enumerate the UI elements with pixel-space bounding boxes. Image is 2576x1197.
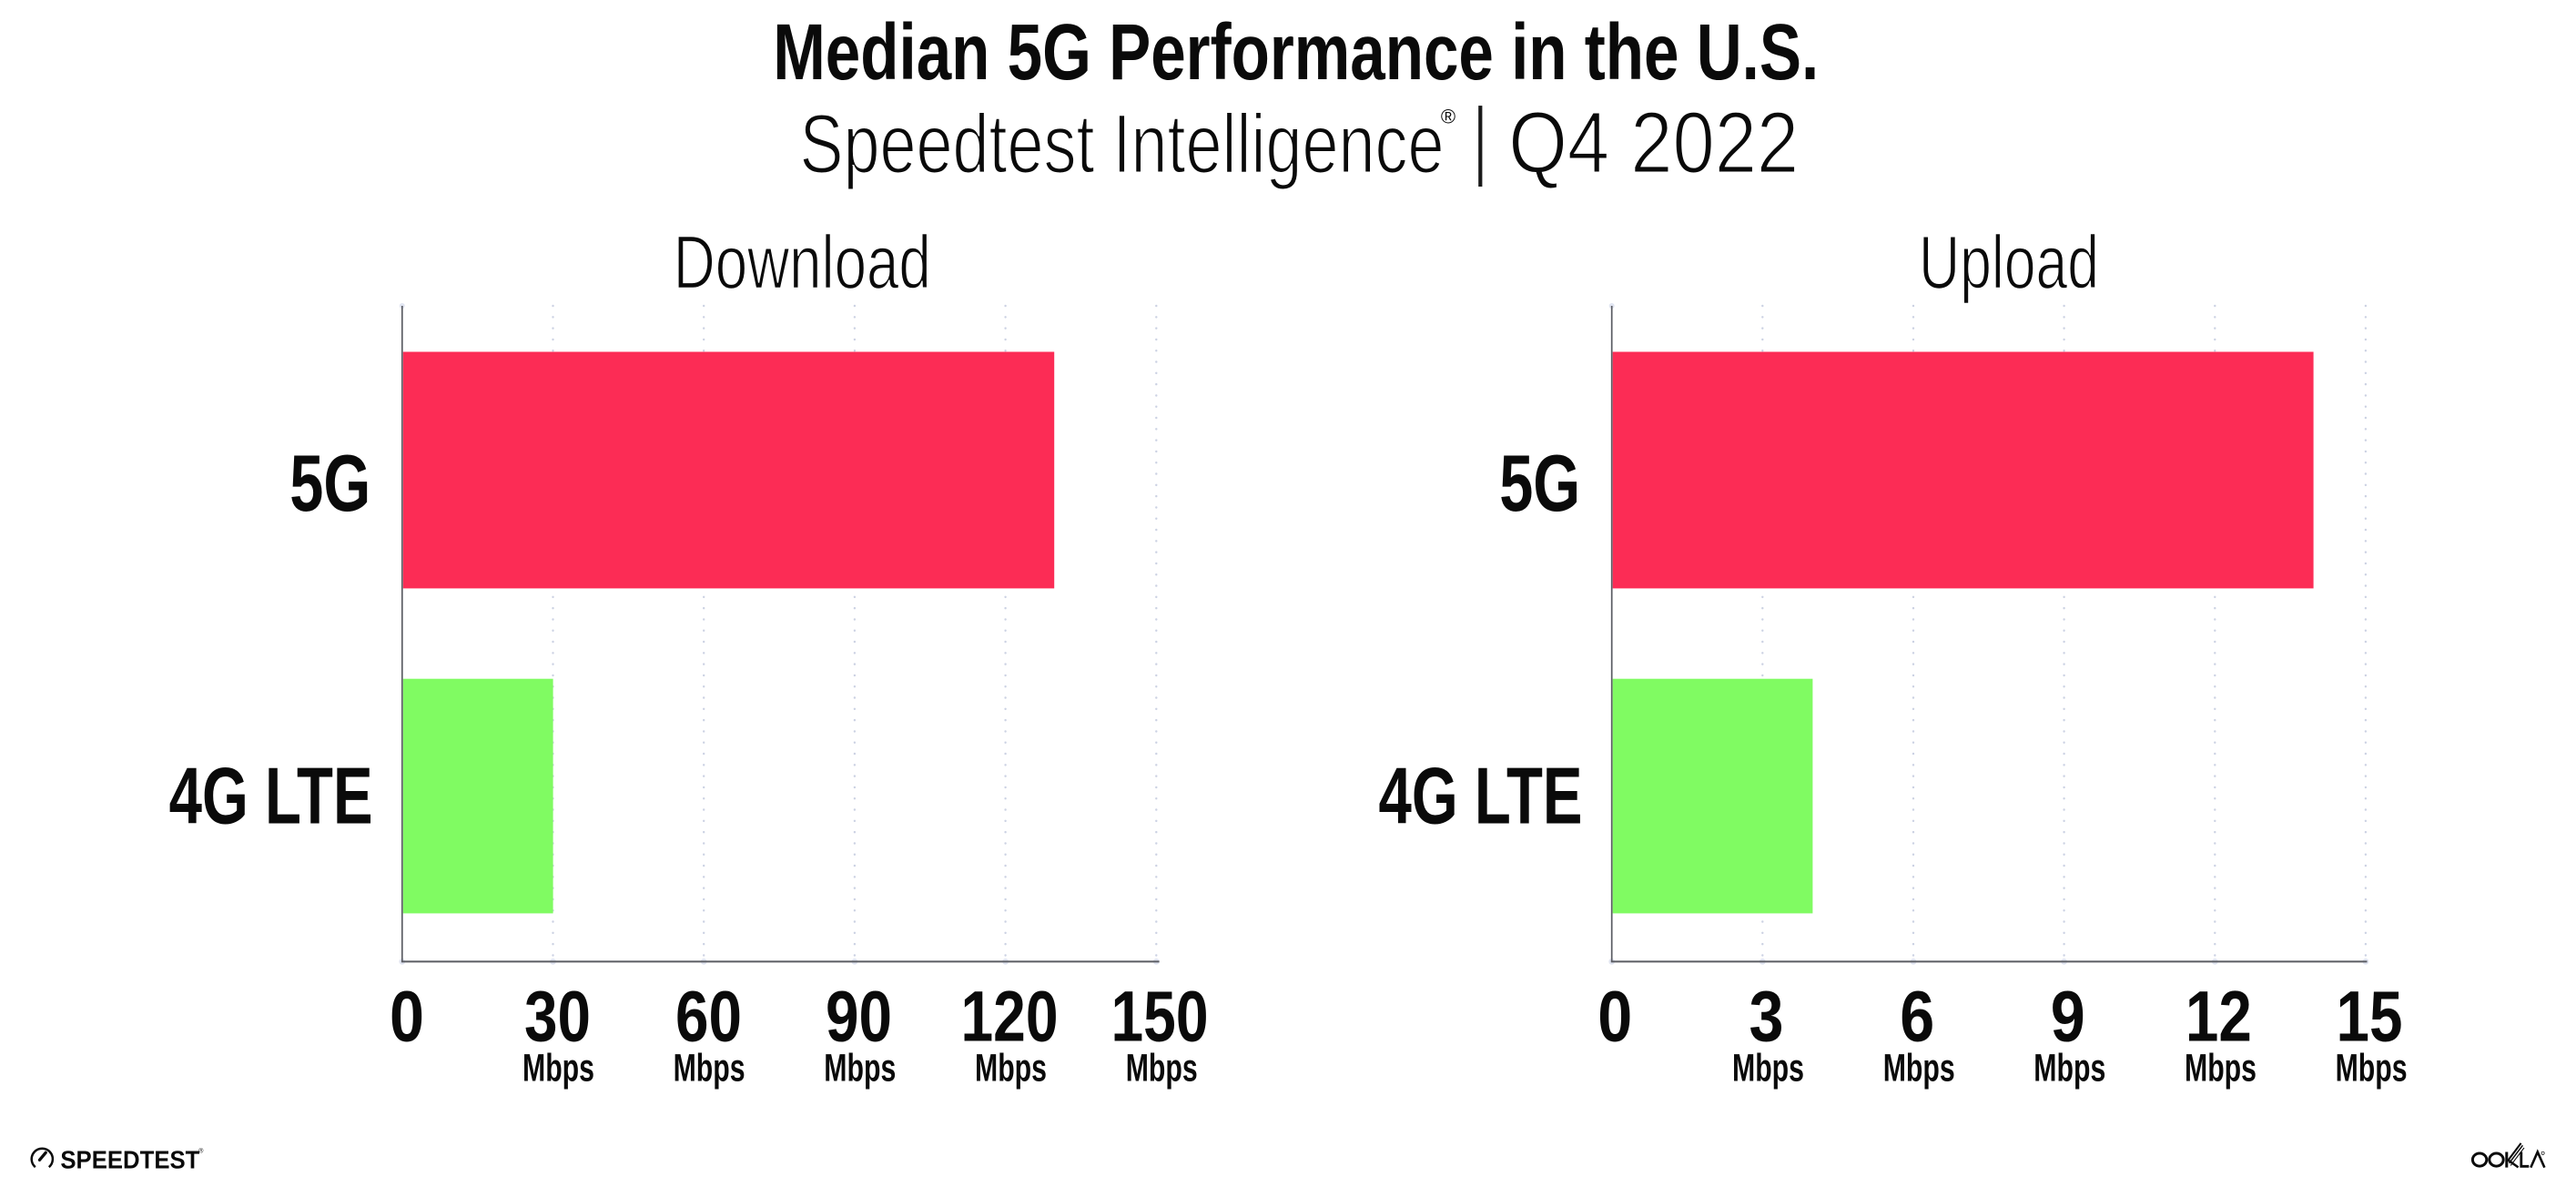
svg-text:Mbps: Mbps [1732, 1046, 1804, 1090]
svg-text:0: 0 [390, 977, 424, 1057]
svg-text:Download: Download [674, 221, 931, 305]
svg-text:15: 15 [2337, 977, 2403, 1057]
svg-text:Mbps: Mbps [975, 1046, 1047, 1090]
svg-text:Mbps: Mbps [2033, 1046, 2105, 1090]
svg-text:Mbps: Mbps [824, 1046, 896, 1090]
svg-text:SPEEDTEST: SPEEDTEST [60, 1145, 199, 1173]
svg-text:90: 90 [826, 977, 892, 1057]
svg-text:Mbps: Mbps [1126, 1046, 1198, 1090]
svg-text:120: 120 [961, 977, 1059, 1057]
svg-text:Mbps: Mbps [1883, 1046, 1955, 1090]
svg-text:®: ® [198, 1147, 204, 1154]
svg-text:0: 0 [1597, 977, 1632, 1057]
svg-text:12: 12 [2186, 977, 2252, 1057]
svg-text:5G: 5G [1499, 438, 1580, 528]
svg-text:4G LTE: 4G LTE [1379, 751, 1583, 841]
svg-text:30: 30 [524, 977, 591, 1057]
svg-text:4G LTE: 4G LTE [169, 751, 373, 841]
svg-text:Mbps: Mbps [2336, 1046, 2408, 1090]
svg-text:3: 3 [1749, 977, 1784, 1057]
svg-text:9: 9 [2051, 977, 2085, 1057]
svg-text:Mbps: Mbps [2185, 1046, 2257, 1090]
svg-text:150: 150 [1111, 977, 1209, 1057]
svg-text:6: 6 [1900, 977, 1934, 1057]
svg-text:Median 5G Performance in the U: Median 5G Performance in the U.S. [773, 8, 1819, 96]
svg-text:Mbps: Mbps [674, 1046, 745, 1090]
svg-text:5G: 5G [289, 438, 370, 528]
svg-text:Q4 2022: Q4 2022 [1508, 96, 1799, 192]
svg-text:Speedtest Intelligence: Speedtest Intelligence [800, 98, 1445, 191]
svg-text:®: ® [1441, 105, 1455, 127]
svg-text:Upload: Upload [1919, 221, 2099, 305]
svg-text:60: 60 [675, 977, 742, 1057]
svg-text:Mbps: Mbps [522, 1046, 594, 1090]
